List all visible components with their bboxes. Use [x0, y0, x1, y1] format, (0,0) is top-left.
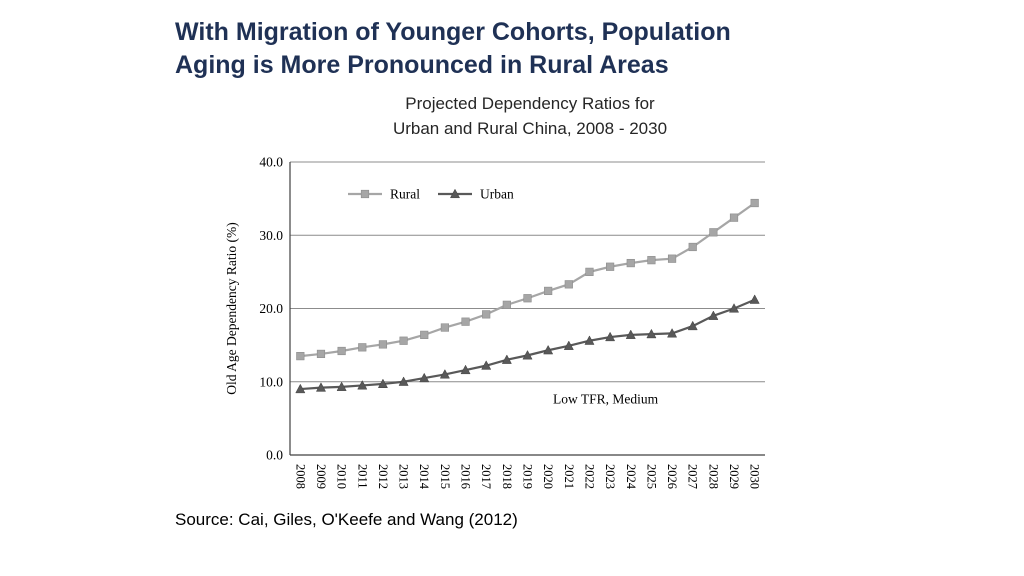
annotation-low-tfr-medium: Low TFR, Medium: [553, 392, 659, 407]
x-tick-label: 2016: [459, 464, 473, 489]
marker-square: [440, 323, 449, 332]
marker-square: [378, 340, 388, 349]
marker-triangle: [749, 294, 760, 304]
marker-triangle: [667, 328, 678, 338]
marker-triangle: [357, 380, 368, 390]
x-tick-label: 2010: [335, 464, 349, 489]
legend-label: Rural: [390, 187, 420, 202]
source-citation: Source: Cai, Giles, O'Keefe and Wang (20…: [175, 510, 518, 529]
x-tick-label: 2028: [706, 464, 720, 489]
marker-triangle: [522, 350, 533, 360]
x-tick-label: 2013: [397, 464, 411, 489]
legend-label: Urban: [480, 187, 514, 202]
marker-triangle: [584, 335, 595, 345]
chart-title-line1: Projected Dependency Ratios for: [405, 94, 655, 113]
marker-square: [461, 317, 470, 326]
x-tick-label: 2030: [748, 464, 762, 489]
chart-title-line2: Urban and Rural China, 2008 - 2030: [392, 118, 668, 138]
marker-square: [585, 267, 594, 276]
marker-square: [337, 346, 346, 356]
marker-triangle: [563, 340, 574, 350]
legend-entry-rural: Rural: [348, 187, 420, 202]
marker-triangle: [460, 364, 471, 375]
x-tick-label: 2017: [479, 464, 493, 489]
x-tick-label: 2018: [500, 464, 514, 489]
chart-area: 0.0 10.0 20.0 30.0 40.0 2008 2009 2010 2011 2012 2…: [220, 148, 800, 508]
x-tick-label: 2022: [582, 464, 596, 489]
marker-square: [360, 189, 370, 199]
x-tick-label: 2020: [541, 464, 555, 489]
marker-triangle: [419, 372, 430, 383]
marker-square: [688, 242, 697, 252]
marker-square: [667, 254, 677, 263]
x-tick-label: 2012: [376, 464, 390, 489]
marker-square: [626, 258, 635, 268]
x-tick-label: 2011: [355, 464, 369, 489]
marker-square: [544, 286, 553, 296]
y-tick-label: 0.0: [266, 448, 283, 463]
x-tick-label: 2014: [417, 464, 431, 490]
marker-square: [296, 352, 305, 361]
marker-square: [399, 336, 408, 345]
marker-square: [358, 343, 367, 352]
x-tick-label: 2021: [562, 464, 576, 489]
marker-triangle: [336, 381, 347, 391]
slide-title: With Migration of Younger Cohorts, Popul…: [175, 16, 895, 82]
y-axis-title: Old Age Dependency Ratio (%): [224, 222, 239, 394]
marker-triangle: [439, 369, 450, 379]
y-tick-label: 10.0: [259, 374, 283, 389]
x-tick-label: 2025: [644, 464, 658, 489]
marker-square: [523, 294, 532, 303]
marker-square: [750, 198, 759, 208]
marker-triangle: [729, 303, 740, 313]
y-tick-label: 40.0: [259, 155, 283, 170]
marker-triangle: [543, 344, 554, 355]
marker-square: [502, 300, 511, 309]
marker-square: [564, 280, 573, 289]
marker-square: [606, 262, 615, 271]
x-tick-label: 2008: [293, 464, 307, 489]
legend-entry-urban: Urban: [438, 187, 514, 202]
x-tick-label: 2009: [314, 464, 328, 489]
series-urban-markers: [295, 294, 760, 394]
x-tick-label: 2026: [665, 464, 679, 489]
marker-square: [709, 228, 718, 237]
x-tick-label: 2019: [521, 464, 535, 489]
y-tick-label: 20.0: [259, 301, 283, 316]
marker-triangle: [708, 310, 719, 320]
dependency-ratio-line-chart: 0.0 10.0 20.0 30.0 40.0 2008 2009 2010 2011 2012 2…: [224, 155, 765, 490]
series-rural-line: [300, 202, 756, 358]
marker-triangle: [398, 376, 409, 386]
marker-triangle: [295, 383, 306, 394]
chart-title: Projected Dependency Ratios for Urban an…: [270, 92, 790, 141]
marker-square: [420, 330, 429, 339]
x-tick-label: 2027: [686, 464, 700, 489]
marker-triangle: [646, 328, 657, 339]
marker-square: [316, 349, 326, 359]
marker-square: [729, 213, 739, 222]
series-urban-line: [300, 298, 756, 391]
y-tick-label: 30.0: [259, 228, 283, 243]
slide-title-line1: With Migration of Younger Cohorts, Popul…: [175, 18, 731, 46]
x-tick-label: 2015: [438, 464, 452, 489]
x-tick-label: 2029: [727, 464, 741, 489]
marker-triangle: [315, 382, 326, 392]
slide-title-line2: Aging is More Pronounced in Rural Areas: [175, 51, 669, 79]
marker-square: [647, 256, 656, 265]
marker-triangle: [377, 378, 388, 388]
marker-triangle: [449, 188, 461, 199]
marker-square: [482, 310, 491, 319]
marker-triangle: [481, 360, 492, 370]
marker-triangle: [605, 331, 616, 342]
series-rural-markers: [296, 198, 759, 361]
x-tick-label: 2023: [603, 464, 617, 489]
marker-triangle: [687, 320, 698, 331]
marker-triangle: [625, 329, 636, 339]
marker-triangle: [501, 354, 512, 364]
x-tick-label: 2024: [624, 464, 638, 490]
